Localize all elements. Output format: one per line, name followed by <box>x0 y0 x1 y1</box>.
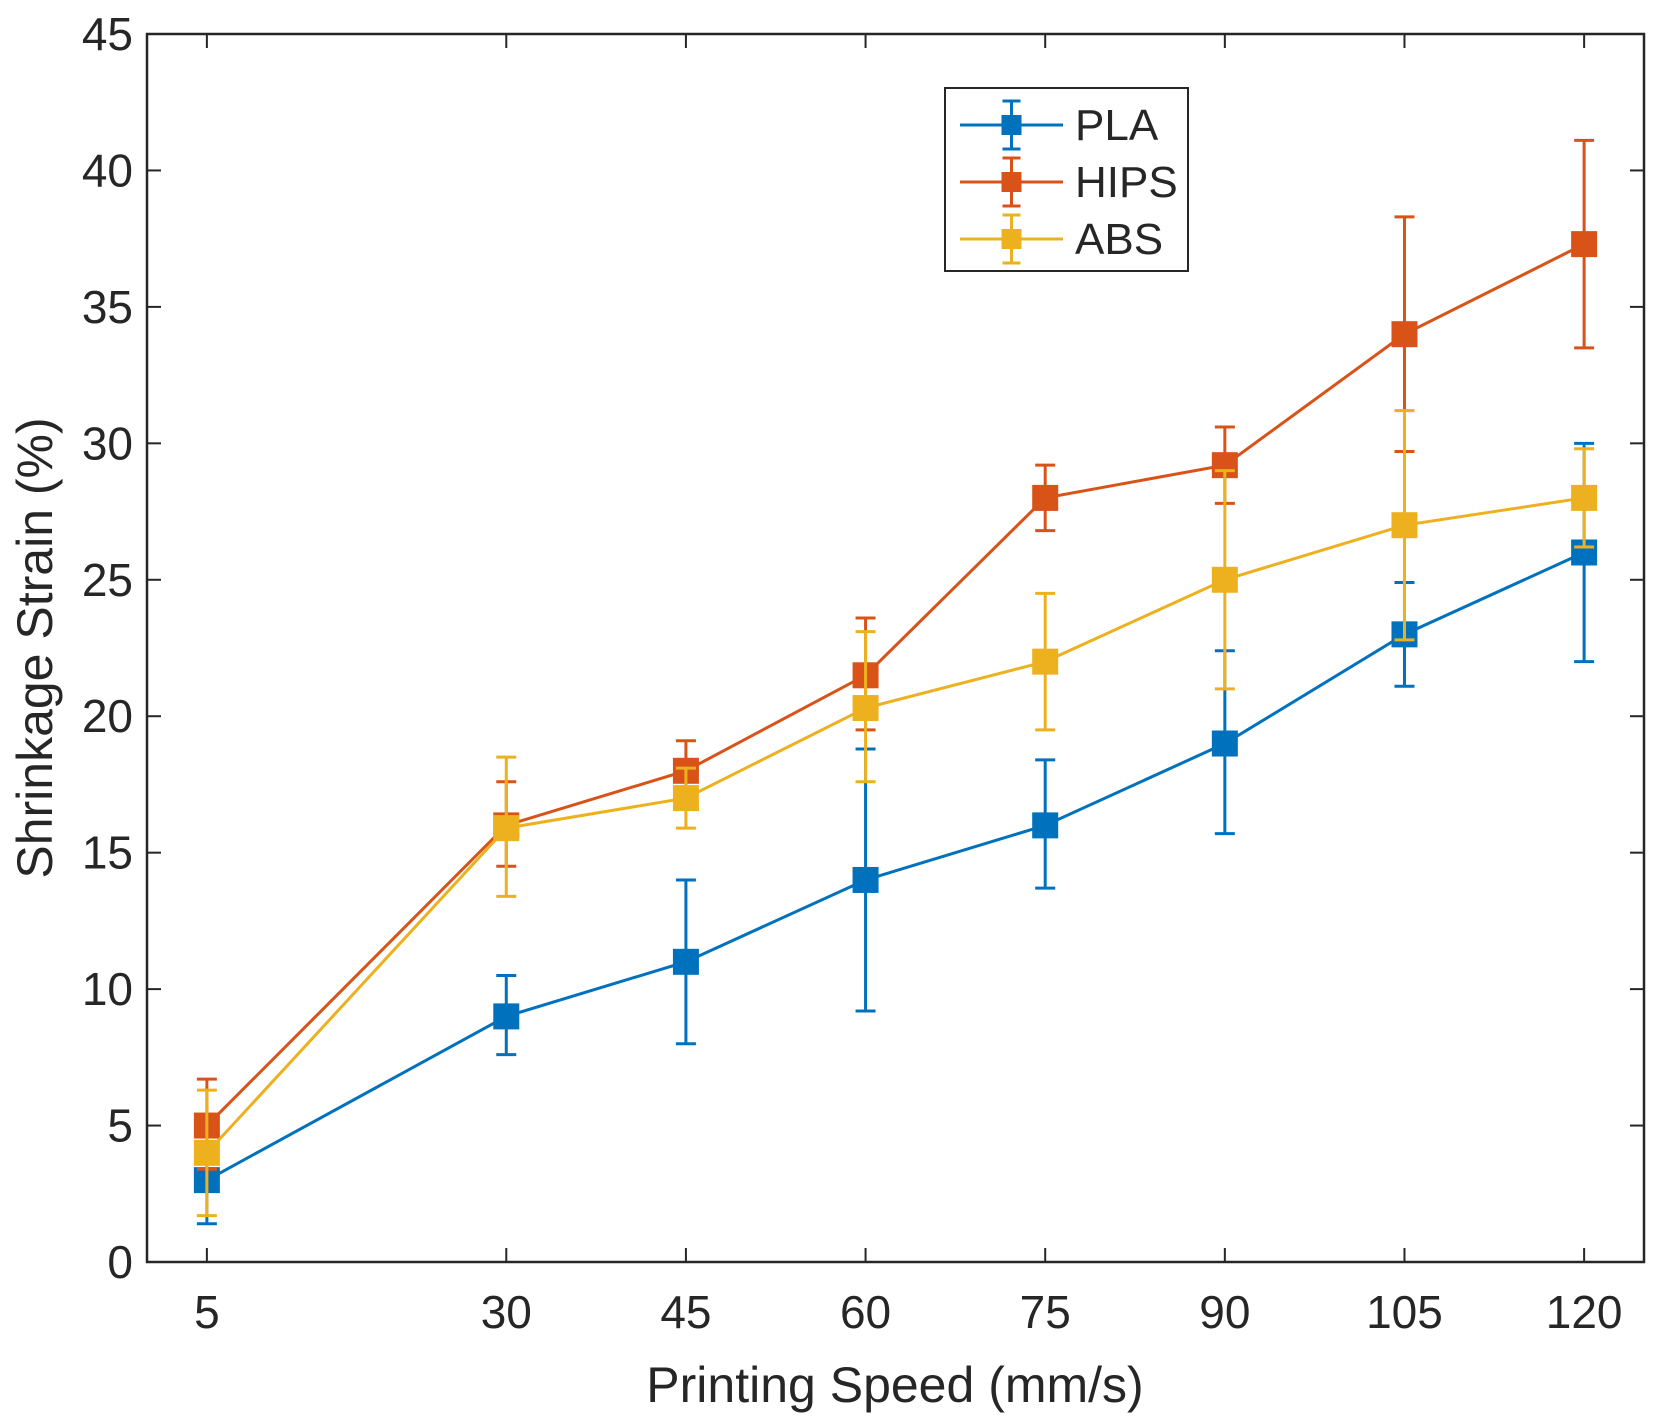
pla-line <box>206 551 1585 1182</box>
y-axis: 0 5 10 15 20 25 30 35 40 45 <box>82 8 1644 1288</box>
legend-item-hips: HIPS <box>960 156 1178 208</box>
x-tick-label: 120 <box>1546 1286 1623 1338</box>
series-layer <box>193 138 1598 1226</box>
abs-point <box>1571 484 1598 511</box>
abs-point <box>852 695 879 722</box>
y-tick-label: 35 <box>82 281 133 333</box>
abs-point <box>493 815 520 842</box>
hips-point <box>1571 231 1598 258</box>
legend-marker-hips <box>1001 172 1022 192</box>
series-pla <box>193 441 1598 1226</box>
x-axis-title: Printing Speed (mm/s) <box>646 1357 1143 1413</box>
legend-label-abs: ABS <box>1075 215 1163 264</box>
abs-point <box>1211 566 1238 593</box>
x-tick-label: 45 <box>660 1286 711 1338</box>
x-axis: 5 30 45 60 75 90 105 120 <box>194 34 1622 1338</box>
y-tick-label: 45 <box>82 8 133 60</box>
y-tick-label: 5 <box>107 1100 133 1152</box>
legend: PLA HIPS ABS <box>944 87 1189 272</box>
abs-line <box>205 496 1585 1154</box>
legend-marker-pla <box>1001 115 1022 135</box>
plot-area <box>147 34 1644 1262</box>
y-axis-title: Shrinkage Strain (%) <box>7 417 63 878</box>
pla-point <box>1211 730 1238 757</box>
y-tick-label: 30 <box>82 417 133 469</box>
y-tick-label: 15 <box>82 827 133 879</box>
legend-marker-abs <box>1001 229 1022 249</box>
hips-point <box>1032 484 1059 511</box>
legend-label-pla: PLA <box>1075 101 1159 150</box>
y-tick-label: 25 <box>82 554 133 606</box>
abs-point <box>672 785 699 812</box>
legend-item-abs: ABS <box>960 213 1163 265</box>
abs-point <box>1391 512 1418 539</box>
x-tick-label: 75 <box>1020 1286 1071 1338</box>
x-tick-label: 105 <box>1366 1286 1443 1338</box>
x-tick-label: 90 <box>1199 1286 1250 1338</box>
y-tick-label: 0 <box>107 1236 133 1288</box>
x-tick-label: 5 <box>194 1286 220 1338</box>
y-tick-label: 20 <box>82 690 133 742</box>
axes-box <box>145 32 1646 1264</box>
x-tick-label: 30 <box>481 1286 532 1338</box>
abs-point <box>193 1139 220 1166</box>
hips-line <box>205 242 1585 1127</box>
pla-point <box>672 948 699 975</box>
abs-point <box>1032 648 1059 675</box>
pla-point <box>852 866 879 893</box>
x-tick-label: 60 <box>840 1286 891 1338</box>
hips-point <box>1391 321 1418 348</box>
legend-label-hips: HIPS <box>1075 158 1178 207</box>
pla-point <box>1032 812 1059 839</box>
y-tick-label: 40 <box>82 144 133 196</box>
pla-point <box>493 1003 520 1030</box>
series-abs <box>193 409 1598 1218</box>
y-tick-label: 10 <box>82 963 133 1015</box>
legend-item-pla: PLA <box>960 99 1159 151</box>
